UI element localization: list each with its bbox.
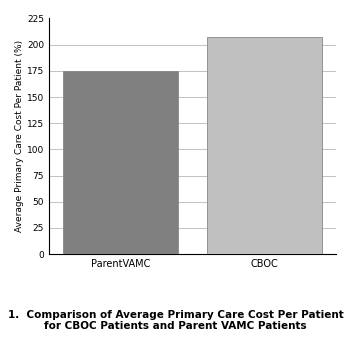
Bar (207, 37, 322, 254)
Y-axis label: Average Primary Care Cost Per Patient (%): Average Primary Care Cost Per Patient (%… (15, 40, 24, 232)
Text: 1.  Comparison of Average Primary Care Cost Per Patient
for CBOC Patients and Pa: 1. Comparison of Average Primary Care Co… (8, 310, 343, 331)
Bar (63, 71, 178, 254)
